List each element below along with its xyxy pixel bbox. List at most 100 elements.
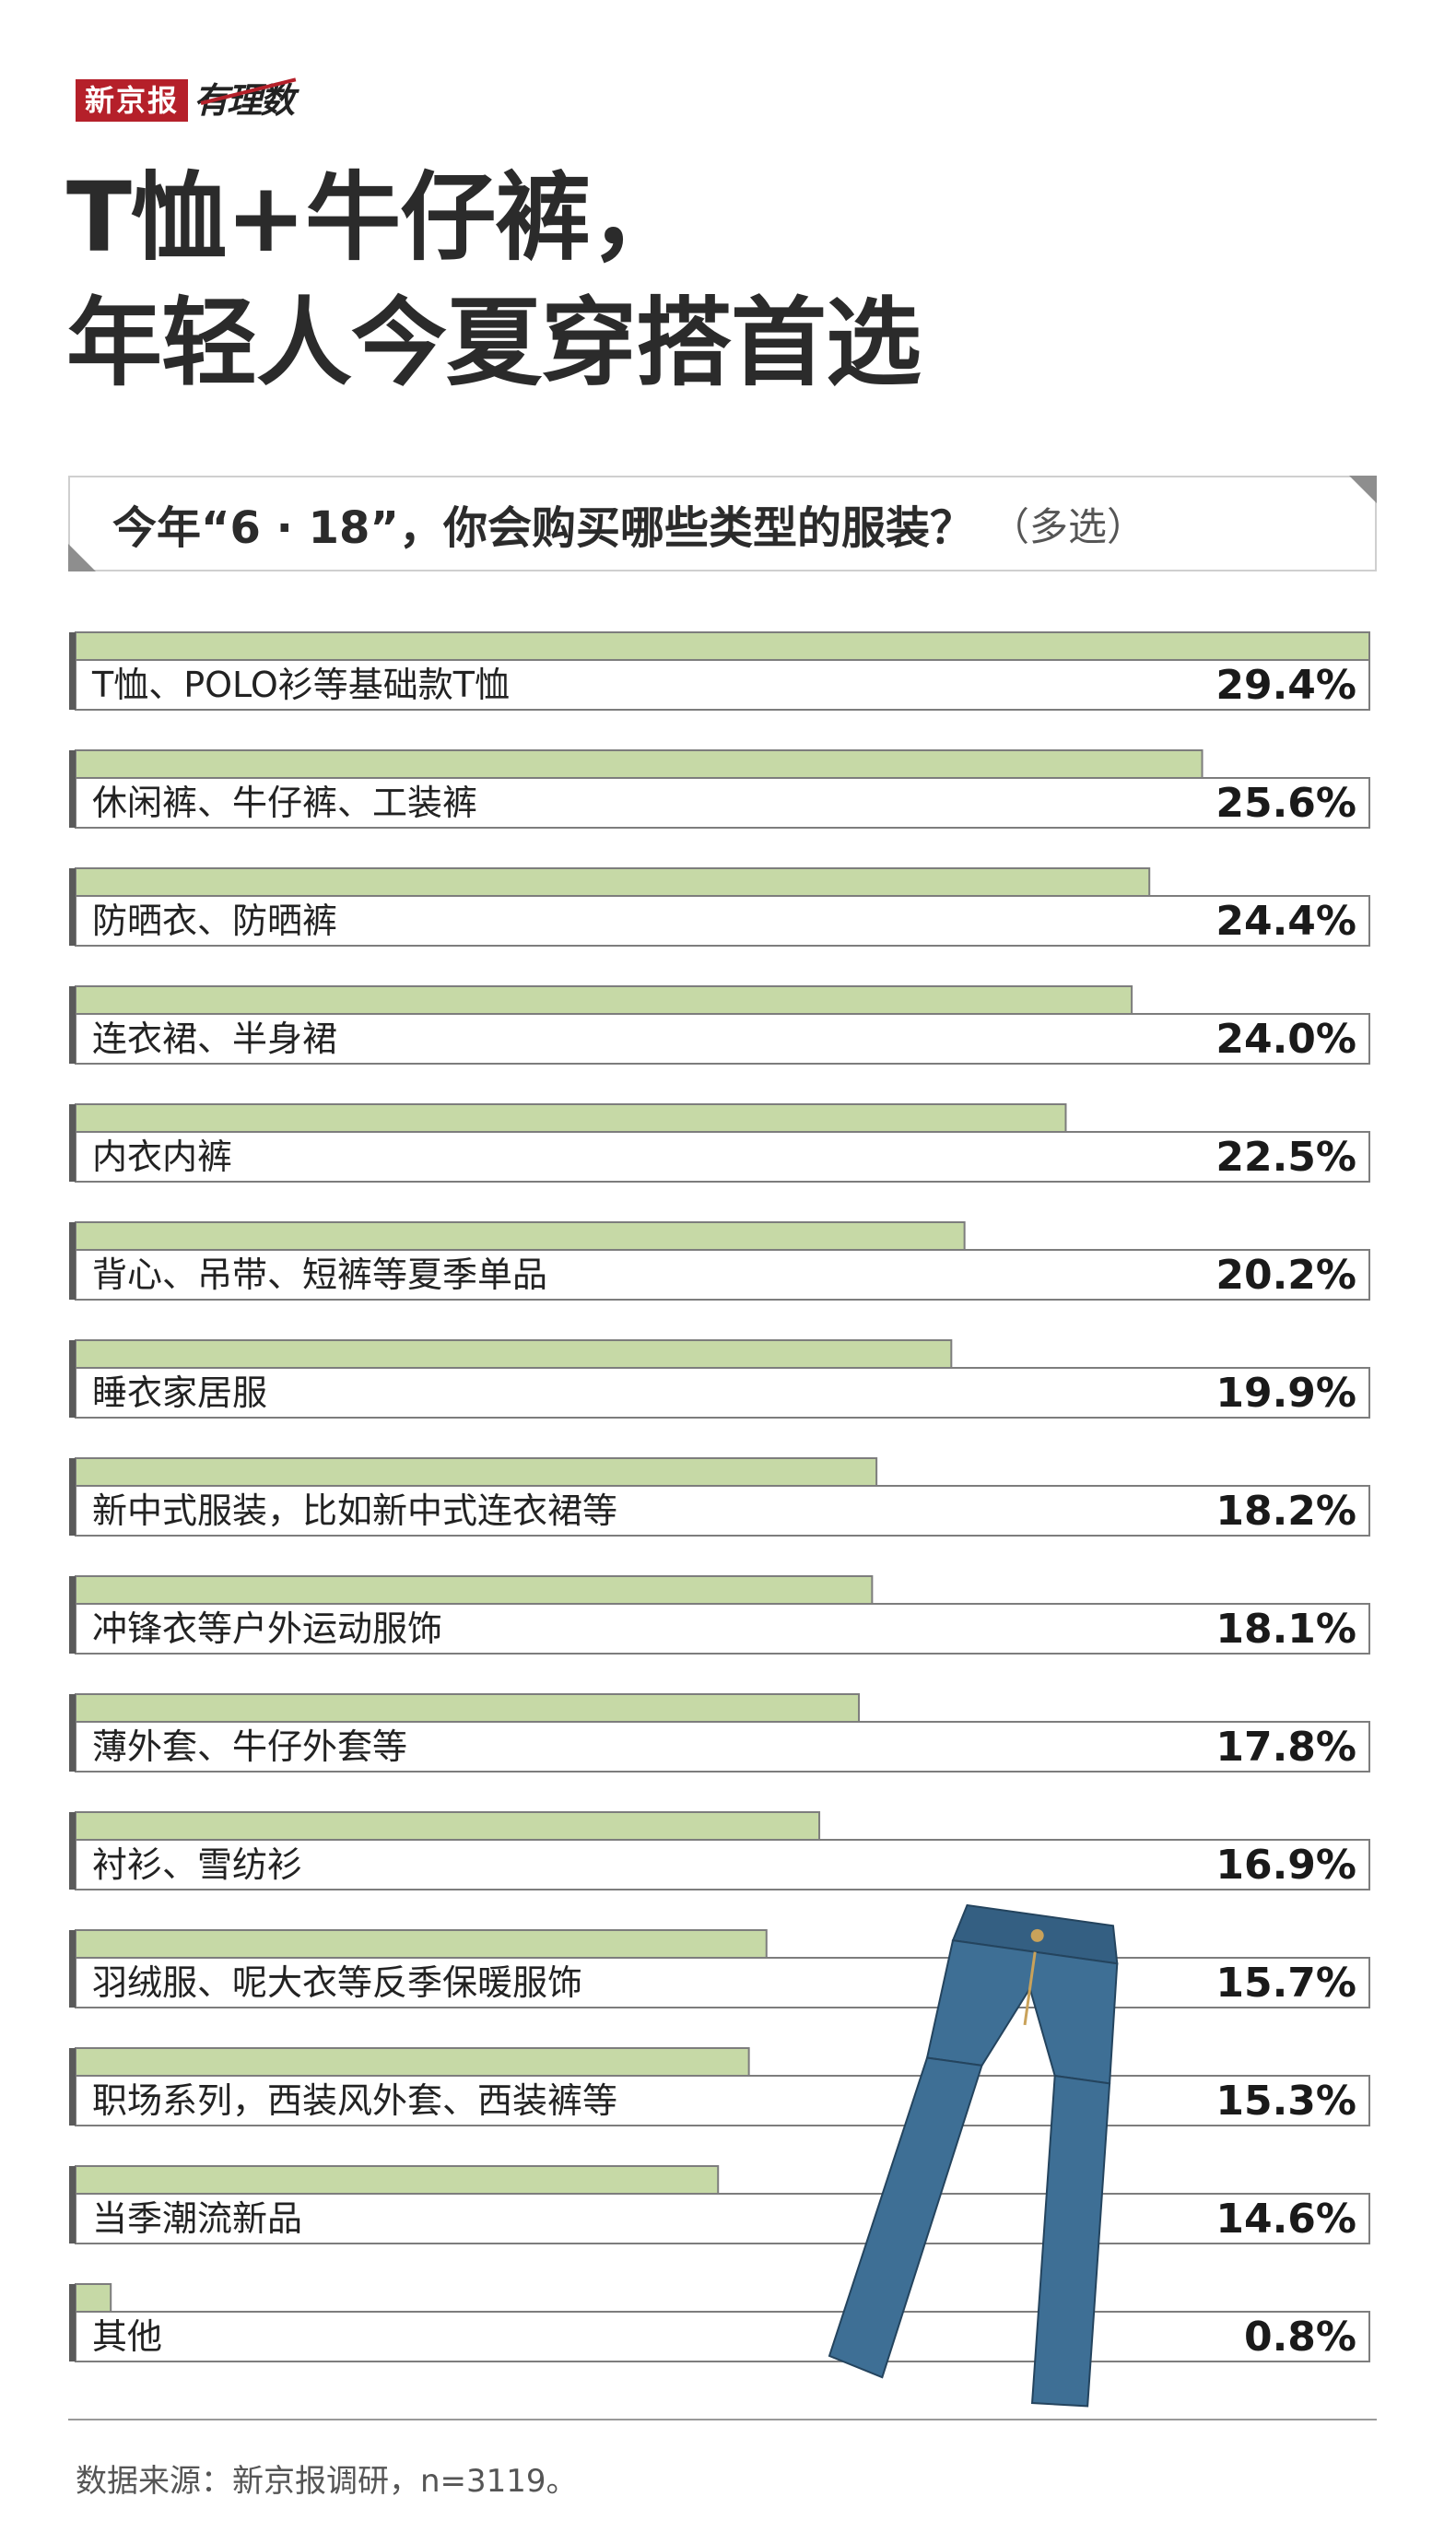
label-box: [75, 1603, 1370, 1655]
label-box: [75, 1957, 1370, 2008]
value-label: 0.8%: [1244, 2314, 1356, 2361]
bar: [75, 2165, 720, 2195]
bar: [75, 867, 1151, 897]
value-label: 17.8%: [1215, 1724, 1356, 1771]
label-box: [75, 659, 1370, 711]
title-line-2: 年轻人今夏穿搭首选: [66, 287, 922, 399]
category-label: 羽绒服、呢大衣等反季保暖服饰: [92, 1962, 582, 2003]
category-label: 衬衫、雪纺衫: [92, 1844, 302, 1885]
survey-question: 今年“6 · 18”，你会购买哪些类型的服装？ （多选）: [68, 476, 1377, 571]
bar-group: 连衣裙、半身裙 24.0%: [69, 985, 1370, 1065]
bar-accent: [69, 868, 76, 946]
bar-group: 新中式服装，比如新中式连衣裙等 18.2%: [69, 1457, 1370, 1537]
value-label: 18.2%: [1215, 1488, 1356, 1535]
value-label: 25.6%: [1215, 780, 1356, 827]
bar: [75, 1811, 821, 1841]
bar: [75, 1693, 861, 1723]
bar-accent: [69, 1576, 76, 1654]
category-label: 防晒衣、防晒裤: [92, 901, 337, 941]
corner-decoration: [68, 544, 96, 571]
category-label: 休闲裤、牛仔裤、工装裤: [92, 783, 477, 823]
bar: [75, 749, 1204, 779]
question-note: （多选）: [990, 503, 1145, 549]
jeans-icon: [828, 1903, 1119, 2408]
bar: [75, 631, 1370, 661]
brand-logo: 新京报 有理数: [76, 77, 297, 122]
bar-accent: [69, 750, 76, 828]
bar-group: 其他 0.8%: [69, 2283, 1370, 2362]
bar: [75, 2047, 750, 2077]
bar-accent: [69, 1930, 76, 2008]
bar: [75, 1221, 966, 1251]
value-label: 19.9%: [1215, 1370, 1356, 1417]
jeans-right-leg: [1030, 2074, 1111, 2408]
bar-group: 衬衫、雪纺衫 16.9%: [69, 1811, 1370, 1890]
bar-group: 防晒衣、防晒裤 24.4%: [69, 867, 1370, 947]
label-box: [75, 895, 1370, 947]
bar-group: 休闲裤、牛仔裤、工装裤 25.6%: [69, 749, 1370, 829]
label-box: [75, 1367, 1370, 1419]
value-label: 29.4%: [1215, 662, 1356, 709]
bar-group: 背心、吊带、短裤等夏季单品 20.2%: [69, 1221, 1370, 1301]
label-box: [75, 1013, 1370, 1065]
bar: [75, 1929, 768, 1959]
bar-accent: [69, 1222, 76, 1300]
footer-divider: [68, 2419, 1377, 2420]
bar-group: T恤、POLO衫等基础款T恤 29.4%: [69, 631, 1370, 711]
bar-group: 当季潮流新品 14.6%: [69, 2165, 1370, 2244]
category-label: T恤、POLO衫等基础款T恤: [91, 665, 510, 705]
page-title: T恤+牛仔裤， 年轻人今夏穿搭首选: [66, 155, 922, 406]
category-label: 新中式服装，比如新中式连衣裙等: [92, 1490, 617, 1531]
corner-decoration: [1349, 476, 1377, 503]
category-label: 背心、吊带、短裤等夏季单品: [92, 1254, 547, 1295]
category-label: 其他: [92, 2316, 162, 2357]
bar-accent: [69, 1340, 76, 1418]
bar: [75, 2283, 112, 2313]
bar-accent: [69, 1104, 76, 1182]
category-label: 连衣裙、半身裙: [92, 1019, 337, 1059]
bar: [75, 1575, 874, 1605]
category-label: 睡衣家居服: [92, 1372, 267, 1413]
bar-accent: [69, 1458, 76, 1536]
bar-group: 薄外套、牛仔外套等 17.8%: [69, 1693, 1370, 1773]
value-label: 24.0%: [1215, 1016, 1356, 1063]
jeans-button: [1030, 1928, 1044, 1942]
category-label: 薄外套、牛仔外套等: [92, 1726, 407, 1767]
bar-accent: [69, 1812, 76, 1890]
question-text: 今年“6 · 18”，你会购买哪些类型的服装？: [112, 502, 974, 554]
label-box: [75, 1839, 1370, 1890]
value-label: 14.6%: [1215, 2196, 1356, 2243]
bar-accent: [69, 632, 76, 710]
bar-group: 睡衣家居服 19.9%: [69, 1339, 1370, 1419]
bar-group: 职场系列，西装风外套、西装裤等 15.3%: [69, 2047, 1370, 2126]
bar-group: 羽绒服、呢大衣等反季保暖服饰 15.7%: [69, 1929, 1370, 2008]
brand-script: 有理数: [194, 77, 297, 122]
value-label: 20.2%: [1215, 1252, 1356, 1299]
jeans-left-leg: [828, 2056, 983, 2379]
label-box: [75, 2311, 1370, 2362]
label-box: [75, 2075, 1370, 2126]
bar-accent: [69, 986, 76, 1064]
category-label: 冲锋衣等户外运动服饰: [92, 1608, 442, 1649]
label-box: [75, 1131, 1370, 1183]
value-label: 18.1%: [1215, 1606, 1356, 1653]
data-source: 数据来源：新京报调研，n=3119。: [76, 2463, 578, 2500]
bar-accent: [69, 2166, 76, 2244]
label-box: [75, 2193, 1370, 2244]
bar: [75, 1103, 1067, 1133]
category-label: 职场系列，西装风外套、西装裤等: [92, 2080, 617, 2121]
bar-accent: [69, 2284, 76, 2361]
category-label: 当季潮流新品: [92, 2198, 302, 2239]
bar-accent: [69, 1694, 76, 1772]
bar: [75, 985, 1133, 1015]
value-label: 15.7%: [1215, 1960, 1356, 2007]
category-label: 内衣内裤: [92, 1137, 232, 1177]
bar-group: 内衣内裤 22.5%: [69, 1103, 1370, 1183]
jeans-fly-stitch: [1023, 1951, 1037, 2026]
bar: [75, 1339, 953, 1369]
value-label: 15.3%: [1215, 2078, 1356, 2125]
value-label: 22.5%: [1215, 1134, 1356, 1181]
brand-name: 新京报: [76, 79, 189, 122]
value-label: 24.4%: [1215, 898, 1356, 945]
